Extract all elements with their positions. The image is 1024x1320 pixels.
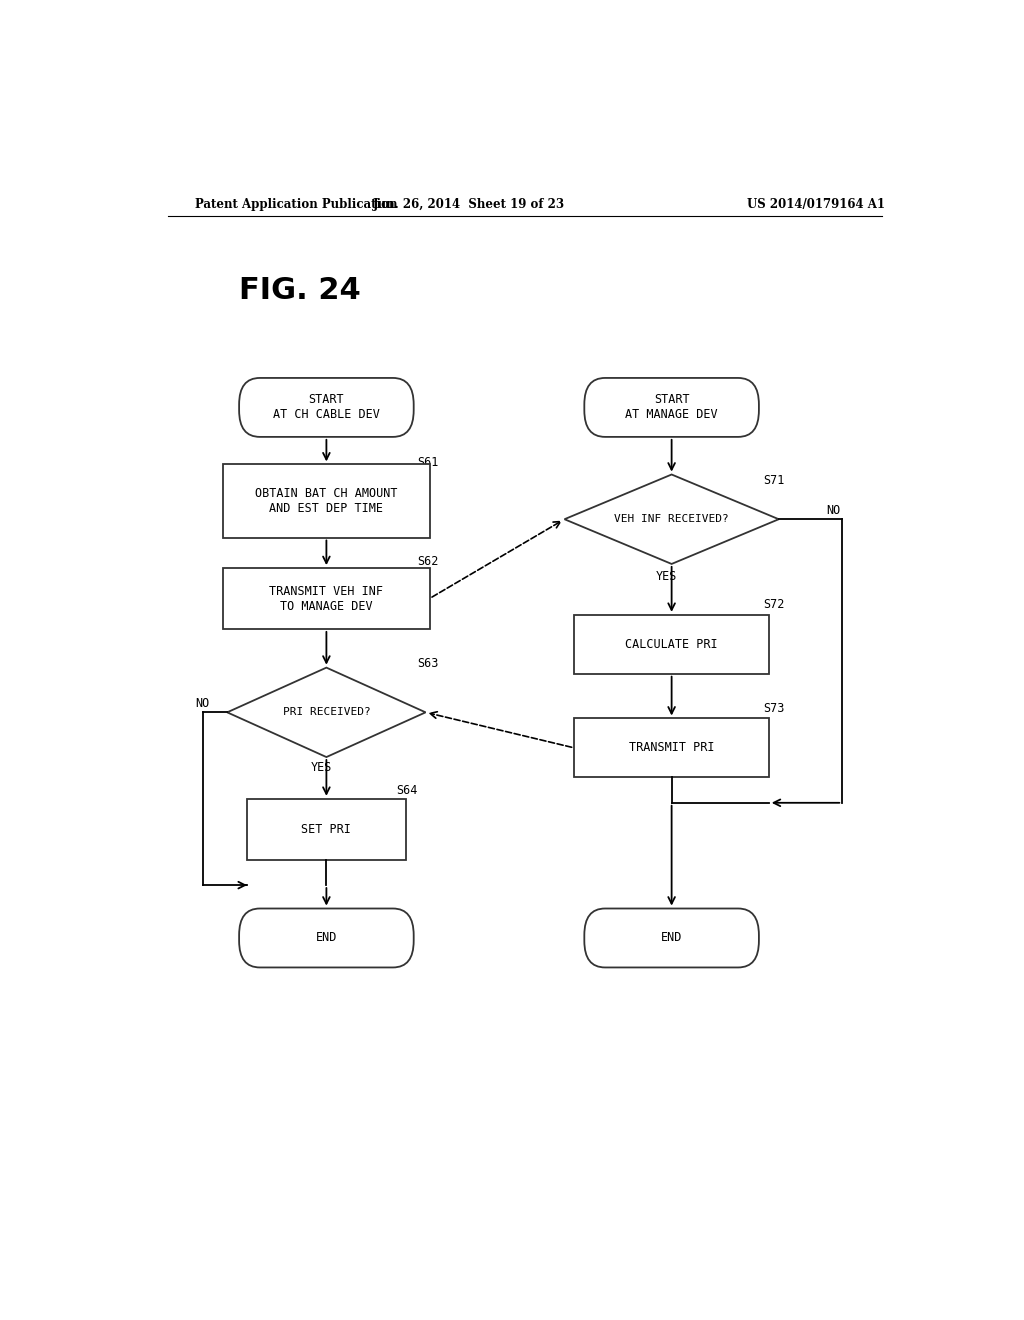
FancyBboxPatch shape (585, 378, 759, 437)
Text: SET PRI: SET PRI (301, 822, 351, 836)
Text: FIG. 24: FIG. 24 (240, 276, 360, 305)
Bar (574, 615, 769, 673)
Text: NO: NO (826, 504, 841, 517)
Text: END: END (660, 932, 682, 945)
Text: NO: NO (196, 697, 210, 710)
Text: US 2014/0179164 A1: US 2014/0179164 A1 (748, 198, 885, 211)
FancyBboxPatch shape (585, 908, 759, 968)
Text: CALCULATE PRI: CALCULATE PRI (626, 638, 718, 651)
Text: S64: S64 (396, 784, 418, 797)
Text: Jun. 26, 2014  Sheet 19 of 23: Jun. 26, 2014 Sheet 19 of 23 (373, 198, 565, 211)
Text: END: END (315, 932, 337, 945)
Bar (574, 718, 769, 777)
Text: TRANSMIT PRI: TRANSMIT PRI (629, 742, 715, 755)
Bar (247, 799, 406, 859)
Text: YES: YES (655, 570, 677, 583)
Text: S63: S63 (418, 656, 439, 669)
Bar (223, 568, 430, 630)
Polygon shape (227, 668, 426, 758)
Text: Patent Application Publication: Patent Application Publication (196, 198, 398, 211)
Bar (223, 465, 430, 537)
Text: OBTAIN BAT CH AMOUNT
AND EST DEP TIME: OBTAIN BAT CH AMOUNT AND EST DEP TIME (255, 487, 397, 515)
Text: S62: S62 (418, 554, 439, 568)
Text: S61: S61 (418, 457, 439, 470)
Polygon shape (564, 474, 779, 564)
Text: S73: S73 (763, 702, 784, 715)
FancyBboxPatch shape (240, 378, 414, 437)
Text: VEH INF RECEIVED?: VEH INF RECEIVED? (614, 515, 729, 524)
Text: S71: S71 (763, 474, 784, 487)
Text: TRANSMIT VEH INF
TO MANAGE DEV: TRANSMIT VEH INF TO MANAGE DEV (269, 585, 383, 612)
Text: START
AT CH CABLE DEV: START AT CH CABLE DEV (273, 393, 380, 421)
Text: PRI RECEIVED?: PRI RECEIVED? (283, 708, 371, 717)
FancyBboxPatch shape (240, 908, 414, 968)
Text: S72: S72 (763, 598, 784, 611)
Text: YES: YES (310, 762, 332, 775)
Text: START
AT MANAGE DEV: START AT MANAGE DEV (626, 393, 718, 421)
